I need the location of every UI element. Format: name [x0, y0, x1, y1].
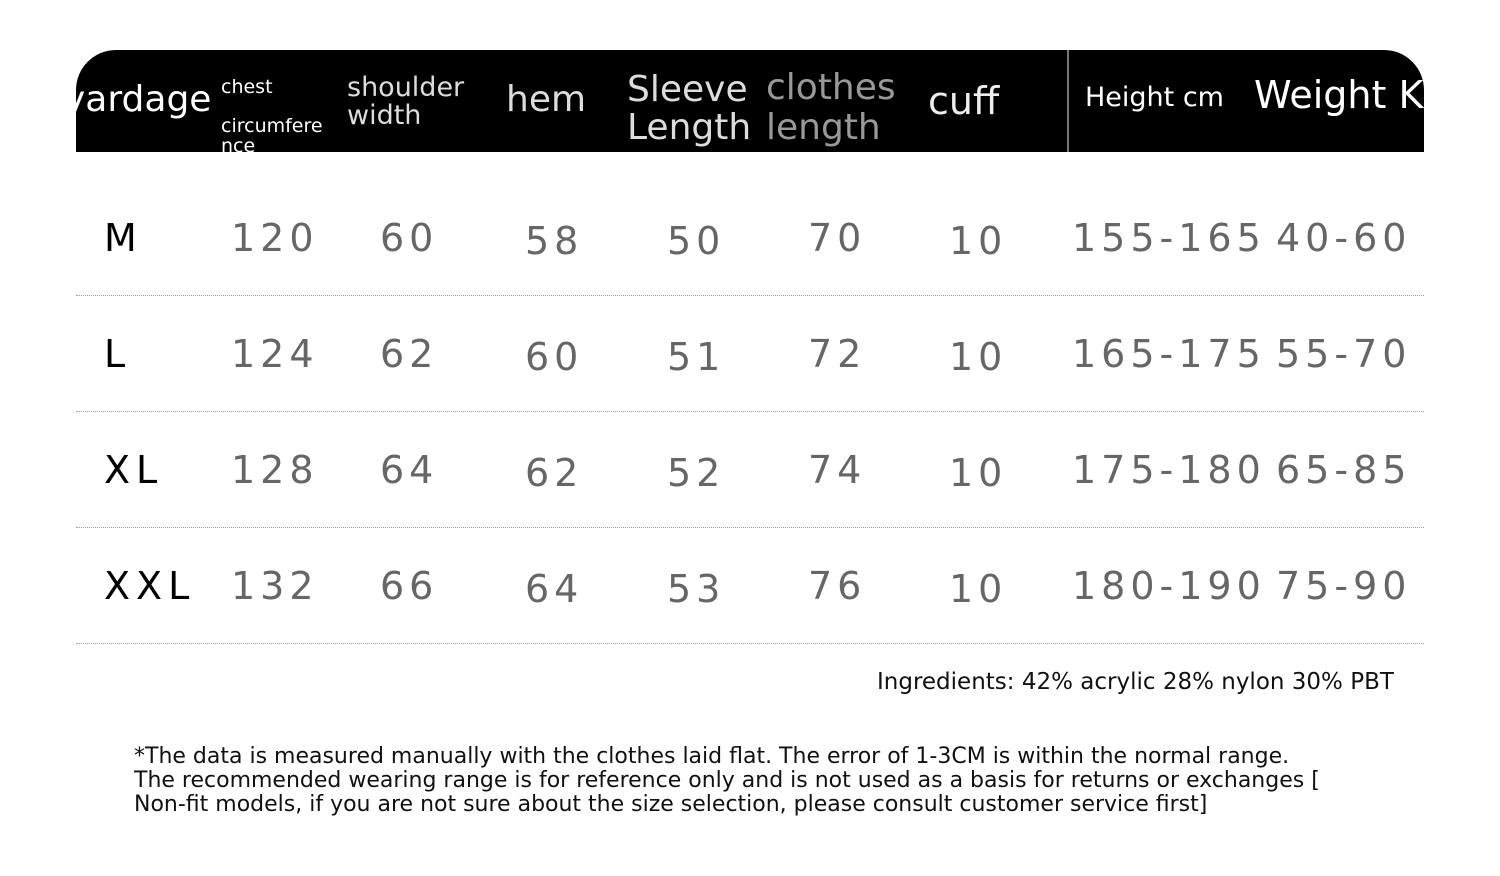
header-sleeve-2: Length	[627, 107, 752, 148]
cell-cuff: 10	[949, 335, 1008, 379]
cell-weight: 65-85	[1276, 448, 1412, 492]
table-row: XL 128 64 62 52 74 10 175-180 65-85	[76, 411, 1424, 528]
header-shoulder-2: width	[347, 100, 422, 131]
cell-hem: 64	[525, 567, 584, 611]
cell-sleeve: 53	[667, 567, 726, 611]
header-chest-2: circumfere	[221, 115, 323, 137]
measurement-note: *The data is measured manually with the …	[134, 745, 1320, 817]
header-cuff: cuff	[928, 79, 1000, 123]
cell-weight: 75-90	[1276, 564, 1412, 608]
cell-hem: 60	[525, 335, 584, 379]
header-clothes-1: clothes	[766, 67, 896, 108]
header-divider	[1067, 50, 1069, 152]
header-sleeve-1: Sleeve	[627, 69, 748, 110]
cell-size: XL	[104, 448, 164, 492]
note-line: The recommended wearing range is for ref…	[134, 768, 1320, 793]
table-header: yardage chest circumfere nce shoulder wi…	[76, 50, 1424, 152]
cell-size: M	[104, 216, 143, 260]
cell-height: 180-190	[1072, 564, 1266, 608]
cell-hem: 62	[525, 451, 584, 495]
cell-weight: 40-60	[1276, 216, 1412, 260]
header-hem: hem	[506, 79, 587, 120]
cell-sleeve: 51	[667, 335, 726, 379]
cell-cuff: 10	[949, 567, 1008, 611]
header-shoulder-1: shoulder	[347, 72, 465, 103]
cell-size: XXL	[104, 564, 196, 608]
cell-sleeve: 52	[667, 451, 726, 495]
cell-clothes: 72	[808, 332, 867, 376]
ingredients: Ingredients: 42% acrylic 28% nylon 30% P…	[877, 669, 1394, 695]
header-chest-1: chest	[221, 76, 273, 98]
cell-clothes: 70	[808, 216, 867, 260]
cell-chest: 128	[231, 448, 319, 492]
cell-height: 165-175	[1072, 332, 1266, 376]
cell-weight: 55-70	[1276, 332, 1412, 376]
cell-hem: 58	[525, 219, 584, 263]
note-line: Non-fit models, if you are not sure abou…	[134, 792, 1208, 817]
cell-sleeve: 50	[667, 219, 726, 263]
cell-cuff: 10	[949, 219, 1008, 263]
cell-chest: 124	[231, 332, 319, 376]
cell-chest: 120	[231, 216, 319, 260]
cell-cuff: 10	[949, 451, 1008, 495]
table-row: M 120 60 58 50 70 10 155-165 40-60	[76, 179, 1424, 296]
cell-clothes: 74	[808, 448, 867, 492]
header-clothes-2: length	[766, 107, 881, 148]
cell-size: L	[104, 332, 132, 376]
note-line: *The data is measured manually with the …	[134, 744, 1290, 769]
header-height: Height cm	[1085, 82, 1224, 113]
cell-shoulder: 62	[380, 332, 439, 376]
cell-chest: 132	[231, 564, 319, 608]
header-weight: Weight KG	[1254, 73, 1424, 117]
cell-shoulder: 60	[380, 216, 439, 260]
header-chest-3: nce	[221, 135, 256, 153]
cell-shoulder: 66	[380, 564, 439, 608]
table-row: L 124 62 60 51 72 10 165-175 55-70	[76, 295, 1424, 412]
cell-height: 155-165	[1072, 216, 1266, 260]
cell-clothes: 76	[808, 564, 867, 608]
cell-height: 175-180	[1072, 448, 1266, 492]
header-yardage: yardage	[76, 79, 212, 120]
cell-shoulder: 64	[380, 448, 439, 492]
table-row: XXL 132 66 64 53 76 10 180-190 75-90	[76, 527, 1424, 644]
